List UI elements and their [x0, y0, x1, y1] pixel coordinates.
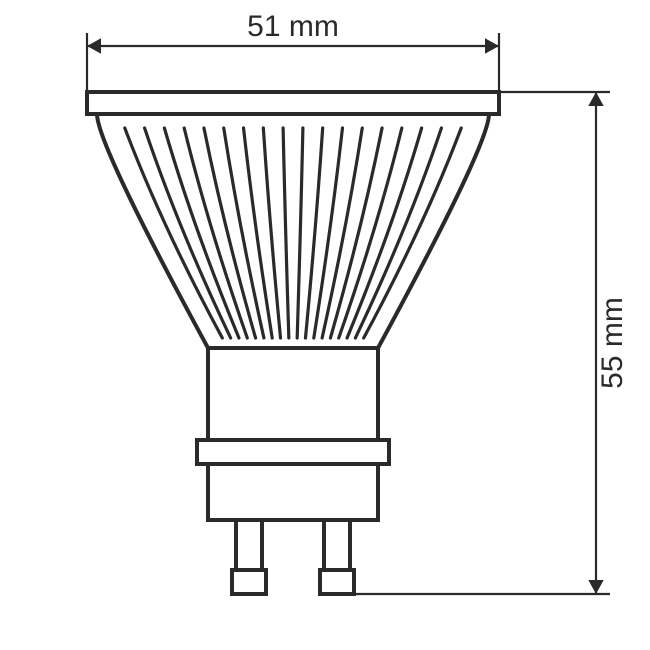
neck	[208, 348, 378, 440]
reflector-body	[97, 114, 489, 348]
reflector-fins	[125, 128, 461, 338]
base-ring	[208, 464, 378, 520]
pin-left	[232, 520, 266, 594]
collar	[197, 440, 389, 464]
height-dimension-label: 55 mm	[596, 297, 629, 389]
bulb-diagram: 51 mm 55 mm	[0, 0, 650, 650]
width-dimension-label: 51 mm	[247, 10, 339, 43]
pin-right	[320, 520, 354, 594]
lens-face	[87, 92, 499, 114]
